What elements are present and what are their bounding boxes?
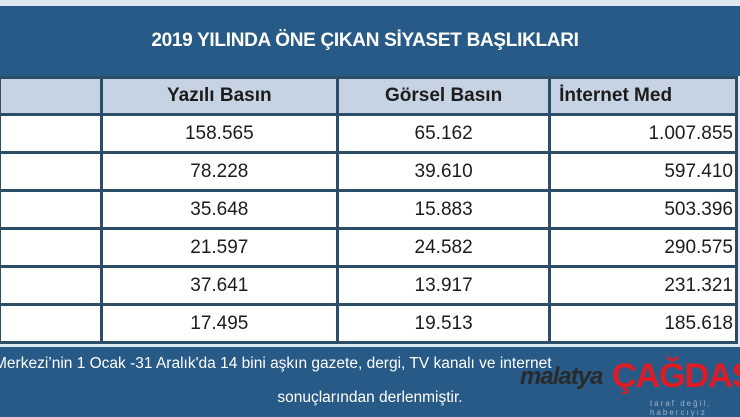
table-cell: 35.648	[99, 189, 340, 230]
table-cell: 231.321	[548, 265, 738, 306]
table-cell	[0, 303, 103, 344]
table-cell: 15.883	[336, 189, 552, 230]
table-cell: 13.917	[336, 265, 552, 306]
table-row: 21.597 24.582 290.575	[0, 227, 738, 268]
table-cell	[0, 113, 103, 154]
table-cell: 21.597	[99, 227, 340, 268]
header-row: Yazılı Basın Görsel Basın İnternet Med	[0, 76, 738, 116]
table-cell	[0, 227, 103, 268]
header-cell: Görsel Basın	[336, 76, 552, 116]
logo-text-cagdas: ÇAĞDAŞ	[612, 357, 740, 395]
table-cell: 37.641	[99, 265, 340, 306]
table-cell: 19.513	[336, 303, 552, 344]
table-title-banner: 2019 YILINDA ÖNE ÇIKAN SİYASET BAŞLIKLAR…	[0, 6, 740, 76]
table-cell: 65.162	[336, 113, 552, 154]
table-cell: 78.228	[99, 151, 340, 192]
table-cell: 503.396	[548, 189, 738, 230]
table-title: 2019 YILINDA ÖNE ÇIKAN SİYASET BAŞLIKLAR…	[151, 30, 579, 51]
footer-note: Merkezi’nin 1 Ocak -31 Aralık'da 14 bini…	[0, 347, 740, 417]
header-cell: Yazılı Basın	[99, 76, 340, 116]
table-cell	[0, 151, 103, 192]
table-row: 78.228 39.610 597.410	[0, 151, 738, 192]
table-cell: 290.575	[548, 227, 738, 268]
table-cell: 24.582	[336, 227, 552, 268]
table-cell: 158.565	[99, 113, 340, 154]
table-cell: 1.007.855	[548, 113, 738, 154]
logo-slogan: taraf değil, habercıyız	[650, 399, 712, 417]
table-row: 17.495 19.513 185.618	[0, 303, 738, 344]
footer-line-1: Merkezi’nin 1 Ocak -31 Aralık'da 14 bini…	[0, 355, 552, 372]
table-cell	[0, 265, 103, 306]
table-cell: 39.610	[336, 151, 552, 192]
footer-line-2: sonuçlarından derlenmiştir.	[277, 389, 463, 406]
table-cell	[0, 189, 103, 230]
logo-text-malatya: malatya	[520, 363, 603, 390]
table-cell: 17.495	[99, 303, 340, 344]
data-table: Yazılı Basın Görsel Basın İnternet Med 1…	[0, 76, 738, 344]
table-row: 158.565 65.162 1.007.855	[0, 113, 738, 154]
table-cell: 597.410	[548, 151, 738, 192]
table-row: 35.648 15.883 503.396	[0, 189, 738, 230]
header-cell	[0, 76, 103, 116]
header-cell: İnternet Med	[548, 76, 738, 116]
watermark-logo: malatya ÇAĞDAŞ taraf değil, habercıyız	[520, 355, 740, 417]
table-row: 37.641 13.917 231.321	[0, 265, 738, 306]
table-cell: 185.618	[548, 303, 738, 344]
